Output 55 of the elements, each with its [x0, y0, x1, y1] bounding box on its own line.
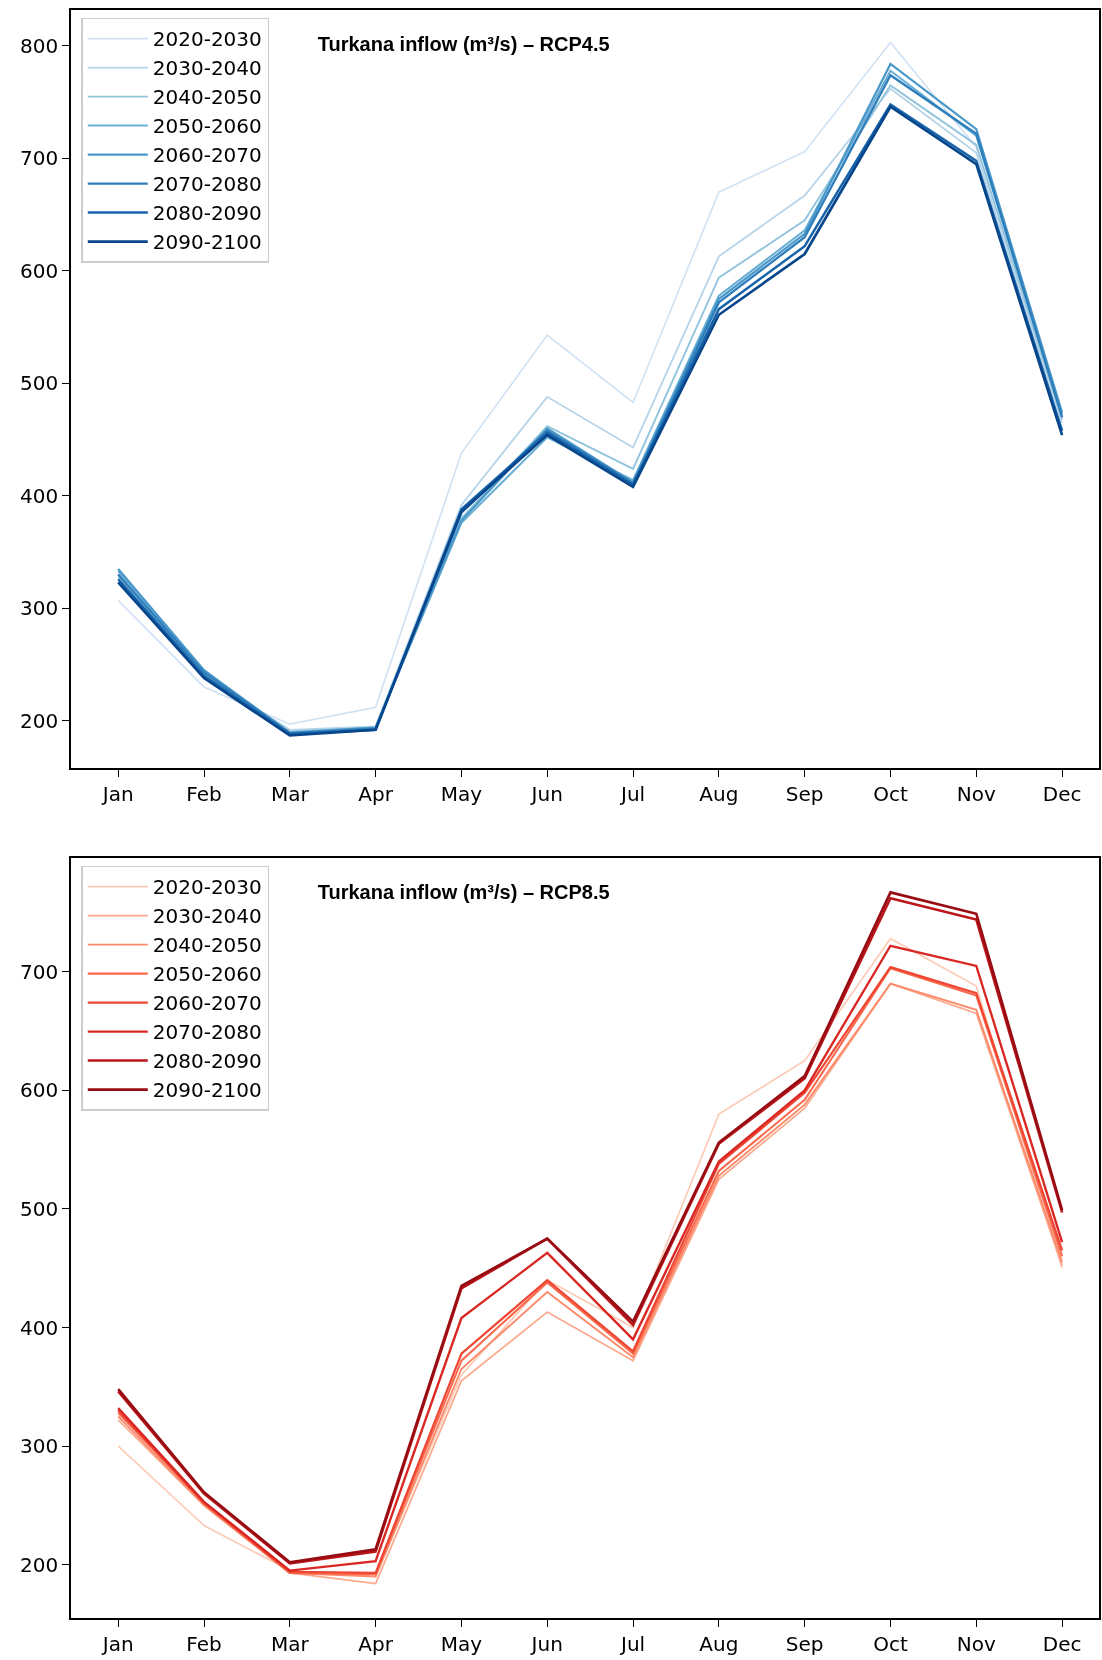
- x-tick-label: Mar: [270, 1631, 310, 1656]
- x-tick-label: Oct: [873, 1631, 908, 1656]
- legend-label: 2070-2080: [152, 172, 262, 197]
- legend-label: 2030-2040: [152, 56, 262, 81]
- x-tick-label: May: [440, 1631, 483, 1656]
- x-tick-label: Jun: [529, 1631, 563, 1656]
- x-tick-label: Jul: [618, 1631, 646, 1656]
- legend-label: 2040-2050: [152, 933, 262, 958]
- x-tick-label: Oct: [873, 781, 908, 806]
- y-tick-label: 500: [20, 1196, 59, 1221]
- legend-label: 2050-2060: [152, 962, 262, 987]
- y-tick-label: 300: [20, 1434, 59, 1459]
- x-tick-label: Dec: [1042, 781, 1082, 806]
- x-tick-label: Dec: [1042, 1631, 1082, 1656]
- x-tick-label: Sep: [785, 1631, 824, 1656]
- x-tick-label: Jan: [100, 781, 134, 806]
- y-tick-label: 400: [20, 1315, 59, 1340]
- x-tick-label: Jun: [529, 781, 563, 806]
- legend-label: 2080-2090: [152, 201, 262, 226]
- x-tick-label: Aug: [699, 1631, 739, 1656]
- x-tick-label: Feb: [186, 1631, 222, 1656]
- legend-label: 2070-2080: [152, 1020, 262, 1045]
- y-tick-label: 600: [20, 1078, 59, 1103]
- x-tick-label: Nov: [956, 781, 996, 806]
- legend-label: 2080-2090: [152, 1049, 262, 1074]
- legend-label: 2050-2060: [152, 114, 262, 139]
- legend-label: 2030-2040: [152, 904, 262, 929]
- legend-label: 2060-2070: [152, 991, 262, 1016]
- x-tick-label: Sep: [785, 781, 824, 806]
- x-tick-label: Mar: [270, 781, 310, 806]
- x-tick-label: Jul: [618, 781, 646, 806]
- text: Turkana inflow (m³/s) – RCP4.5: [317, 32, 610, 55]
- x-tick-label: Nov: [956, 1631, 996, 1656]
- y-tick-label: 700: [20, 959, 59, 984]
- x-tick-label: Apr: [358, 1631, 394, 1656]
- legend-label: 2020-2030: [152, 875, 262, 900]
- y-tick-label: 300: [20, 596, 59, 621]
- legend-label: 2090-2100: [152, 230, 262, 255]
- y-tick-label: 600: [20, 258, 59, 283]
- legend-label: 2020-2030: [152, 27, 262, 52]
- text: Turkana inflow (m³/s) – RCP8.5: [317, 880, 610, 903]
- y-tick-label: 800: [20, 33, 59, 58]
- y-tick-label: 500: [20, 371, 59, 396]
- x-tick-label: Apr: [358, 781, 394, 806]
- legend-label: 2090-2100: [152, 1078, 262, 1103]
- y-tick-label: 200: [20, 708, 59, 733]
- legend-label: 2040-2050: [152, 85, 262, 110]
- y-tick-label: 700: [20, 146, 59, 171]
- x-tick-label: Jan: [100, 1631, 134, 1656]
- x-tick-label: Feb: [186, 781, 222, 806]
- x-tick-label: Aug: [699, 781, 739, 806]
- legend-label: 2060-2070: [152, 143, 262, 168]
- y-tick-label: 200: [20, 1552, 59, 1577]
- y-tick-label: 400: [20, 483, 59, 508]
- x-tick-label: May: [440, 781, 483, 806]
